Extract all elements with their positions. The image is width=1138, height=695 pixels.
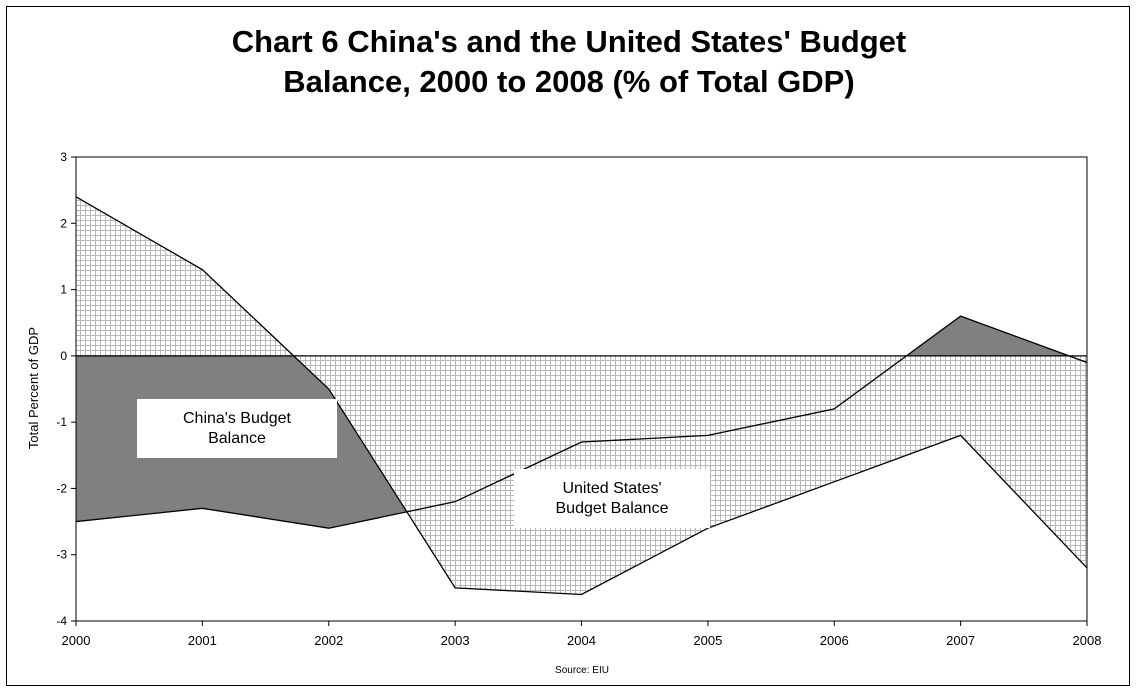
label-text-line: Balance xyxy=(208,430,266,447)
x-tick-label: 2001 xyxy=(188,633,217,648)
y-tick-label: -3 xyxy=(56,548,67,562)
x-tick-label: 2002 xyxy=(314,633,343,648)
x-tick-label: 2008 xyxy=(1073,633,1102,648)
chart-title-line-2: Balance, 2000 to 2008 (% of Total GDP) xyxy=(283,64,855,99)
y-tick-label: 0 xyxy=(60,349,67,363)
label-box xyxy=(514,469,710,528)
plot-area xyxy=(75,157,1088,621)
series-labels: China's Budget Balance United States' Budge… xyxy=(137,399,710,528)
x-tick-label: 2006 xyxy=(820,633,849,648)
label-text-line: United States' xyxy=(562,480,661,497)
line-us-budget-balance xyxy=(75,196,1088,596)
chart-title-line-1: Chart 6 China's and the United States' B… xyxy=(231,24,907,59)
line-china-budget-balance xyxy=(75,315,1088,529)
x-tick-label: 2000 xyxy=(62,633,91,648)
y-tick-label: -2 xyxy=(56,481,67,495)
y-tick-label: 1 xyxy=(60,283,67,297)
label-china-budget-balance: China's Budget Balance xyxy=(137,399,337,458)
y-tick-label: 3 xyxy=(60,150,67,164)
chart-title: Chart 6 China's and the United States' B… xyxy=(0,22,1138,102)
y-tick-label: -1 xyxy=(56,415,67,429)
label-text-line: China's Budget xyxy=(183,410,292,427)
x-tick-label: 2003 xyxy=(441,633,470,648)
label-us-budget-balance: United States' Budget Balance xyxy=(514,469,710,528)
area-us-budget-balance xyxy=(76,196,1087,595)
y-axis-label: Total Percent of GDP xyxy=(26,327,41,449)
axes: 3 2 1 0 -1 -2 -3 -4 2000 2001 2002 2003 2004 2005 2006… xyxy=(56,150,1101,648)
y-tick-label: -4 xyxy=(56,614,67,628)
x-tick-label: 2007 xyxy=(946,633,975,648)
x-tick-label: 2004 xyxy=(567,633,596,648)
y-tick-label: 2 xyxy=(60,216,67,230)
x-tick-label: 2005 xyxy=(693,633,722,648)
label-box xyxy=(137,399,337,458)
label-text-line: Budget Balance xyxy=(556,500,669,517)
source-note: Source: EIU xyxy=(555,665,609,676)
